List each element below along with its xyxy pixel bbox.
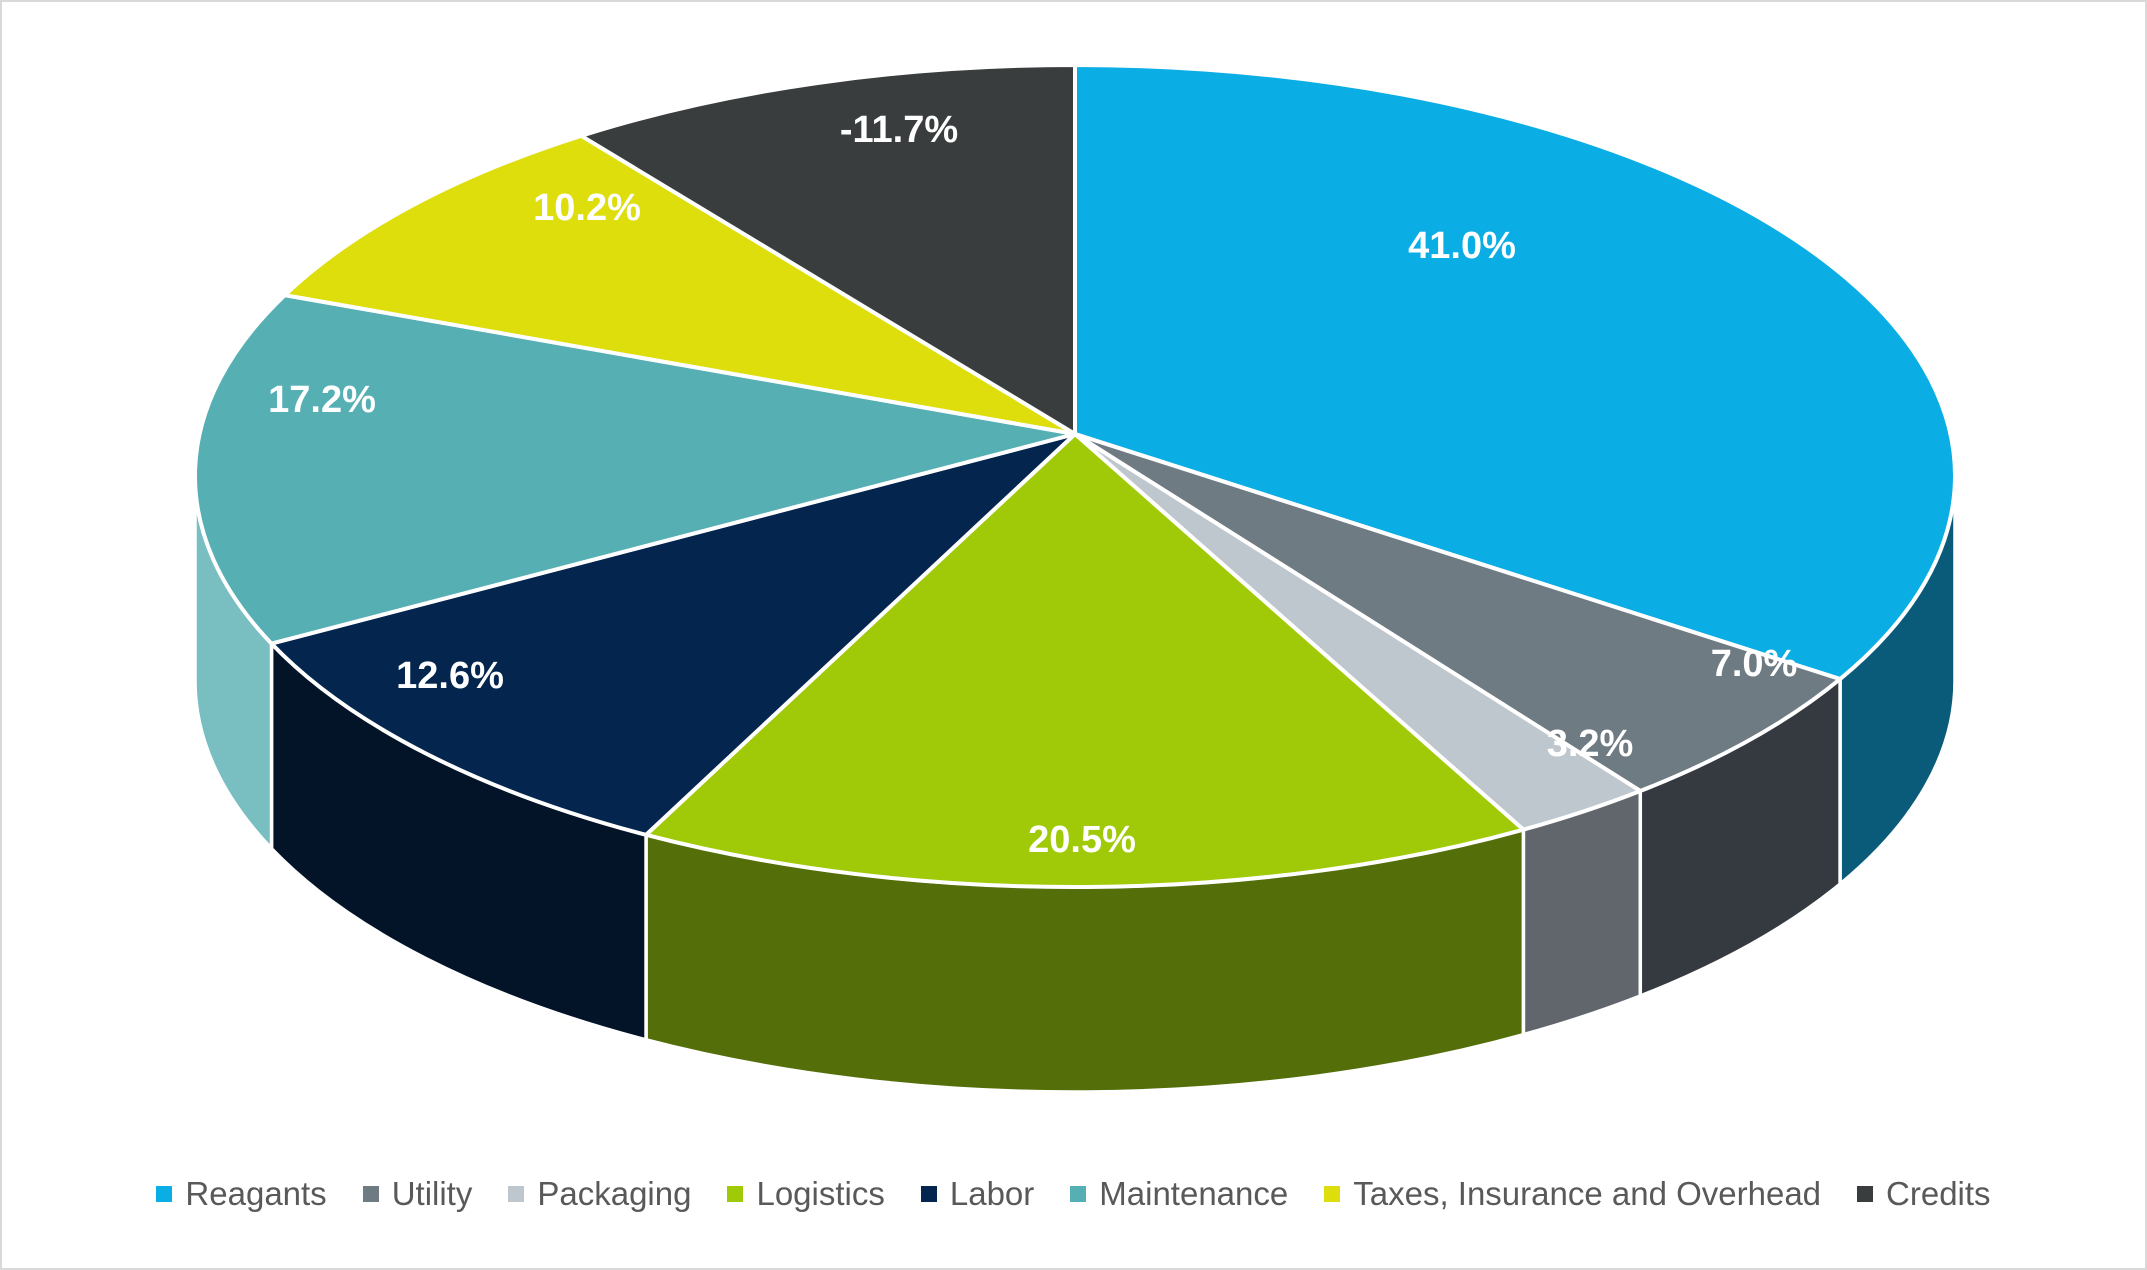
legend-label-taxes-insurance-and-overhead: Taxes, Insurance and Overhead [1353,1175,1822,1212]
data-label-reagants: 41.0% [1408,225,1516,267]
data-label-utility: 7.0% [1711,643,1798,685]
legend-item-packaging: Packaging [508,1174,691,1214]
legend-label-reagants: Reagants [185,1175,327,1212]
pie-slice-logistics [644,432,1526,889]
pie-slice-labor [269,432,1077,837]
legend-marker-taxes-insurance-and-overhead [1324,1185,1341,1202]
legend-marker-labor [920,1185,937,1202]
legend-label-logistics: Logistics [756,1175,885,1212]
legend-item-credits: Credits [1857,1174,1991,1214]
legend-label-maintenance: Maintenance [1099,1175,1289,1212]
legend-marker-logistics [727,1185,744,1202]
pie-slice-reagants [1073,63,1957,682]
legend-marker-credits [1857,1185,1874,1202]
legend-label-labor: Labor [949,1175,1035,1212]
legend-marker-reagants [156,1185,173,1202]
legend-label-credits: Credits [1886,1175,1991,1212]
legend-item-labor: Labor [920,1174,1035,1214]
legend-item-maintenance: Maintenance [1070,1174,1288,1214]
data-label-maintenance: 17.2% [268,379,376,421]
legend-marker-utility [362,1185,379,1202]
legend-item-taxes-insurance-and-overhead: Taxes, Insurance and Overhead [1324,1174,1821,1214]
data-label-packaging: 3.2% [1547,723,1634,765]
pie-slice-credits [579,63,1077,436]
pie-slice-utility [1073,432,1843,793]
legend-label-utility: Utility [391,1175,473,1212]
data-label-credits: -11.7% [840,109,958,151]
pie-slice-wall-packaging [1521,789,1643,1037]
data-label-logistics: 20.5% [1028,819,1136,861]
data-label-labor: 12.6% [396,655,504,697]
legend-marker-maintenance [1070,1185,1087,1202]
legend-item-reagants: Reagants [156,1174,327,1214]
legend-marker-packaging [508,1185,525,1202]
legend-item-utility: Utility [362,1174,473,1214]
chart-legend: Reagants Utility Packaging Logistics Labor Ma… [2,1174,2145,1214]
pie-slice-maintenance [193,293,1077,646]
pie-slice-taxes-insurance-and-overhead [282,133,1077,436]
legend-label-packaging: Packaging [537,1175,692,1212]
legend-item-logistics: Logistics [727,1174,885,1214]
data-label-taxes-insurance-and-overhead: 10.2% [533,187,641,229]
